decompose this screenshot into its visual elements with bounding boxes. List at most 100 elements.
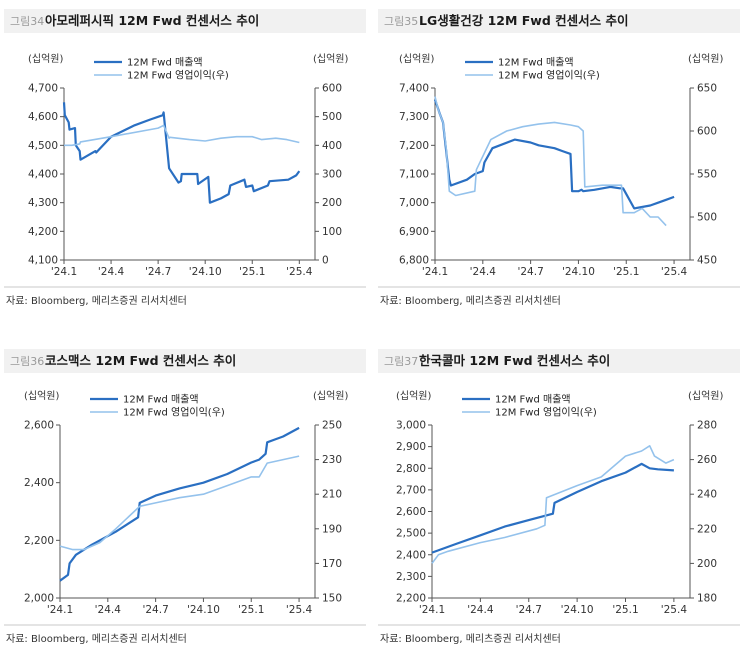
right-tick-label: 200 [322, 197, 342, 209]
left-tick-label: 2,500 [396, 528, 426, 540]
left-tick-label: 2,800 [396, 463, 426, 475]
left-tick-label: 7,200 [399, 140, 429, 152]
left-tick-label: 6,800 [399, 255, 429, 267]
x-tick-label: '25.1 [612, 604, 638, 616]
title-bar [378, 9, 740, 33]
right-tick-label: 200 [697, 558, 717, 570]
right-tick-label: 100 [322, 226, 342, 238]
left-tick-label: 2,900 [396, 441, 426, 453]
series-line-operating-profit [431, 444, 675, 564]
figure-label: 그림35 [384, 15, 418, 28]
left-tick-label: 3,000 [396, 420, 426, 432]
left-tick-label: 4,300 [28, 197, 58, 209]
right-axis-unit: (십억원) [313, 53, 349, 65]
right-tick-label: 220 [697, 523, 717, 535]
x-tick-label: '25.4 [286, 266, 313, 278]
x-tick-label: '24.1 [47, 604, 73, 616]
title-bar [4, 9, 366, 33]
left-tick-label: 4,400 [28, 169, 58, 181]
left-tick-label: 2,700 [396, 484, 426, 496]
series-line-revenue [62, 102, 301, 204]
left-tick-label: 7,000 [399, 197, 429, 209]
figure-label: 그림34 [10, 15, 44, 28]
right-tick-label: 300 [322, 169, 342, 181]
right-tick-label: 260 [697, 454, 717, 466]
right-tick-label: 600 [322, 83, 342, 95]
right-tick-label: 250 [322, 420, 342, 432]
left-axis-unit: (십억원) [396, 390, 432, 402]
left-axis-unit: (십억원) [24, 390, 60, 402]
left-tick-label: 4,700 [28, 83, 58, 95]
chart-title: 한국콜마 12M Fwd 컨센서스 추이 [419, 353, 610, 368]
x-tick-label: '24.4 [470, 266, 497, 278]
right-tick-label: 550 [697, 169, 717, 181]
series-line-revenue [431, 462, 674, 554]
x-tick-label: '25.1 [613, 266, 639, 278]
x-tick-label: '24.4 [98, 266, 125, 278]
x-tick-label: '24.1 [422, 266, 448, 278]
x-tick-label: '25.4 [661, 266, 688, 278]
chart-panel-4: 그림37 한국콜마 12M Fwd 컨센서스 추이 (십억원) (십억원) 3,000 2… [378, 349, 740, 645]
x-tick-label: '25.1 [238, 604, 264, 616]
left-tick-label: 4,200 [28, 226, 58, 238]
right-axis-unit: (십억원) [688, 390, 724, 402]
legend-label: 12M Fwd 매출액 [498, 57, 574, 69]
left-tick-label: 2,600 [24, 420, 54, 432]
source-note: 자료: Bloomberg, 메리츠증권 리서치센터 [380, 295, 561, 307]
x-tick-label: '25.4 [286, 604, 313, 616]
legend-label: 12M Fwd 영업이익(우) [495, 406, 597, 419]
chart-panel-3: 그림36 코스맥스 12M Fwd 컨센서스 추이 (십억원) (십억원) 2,600 2… [4, 349, 366, 645]
x-tick-label: '24.7 [142, 604, 168, 616]
source-note: 자료: Bloomberg, 메리츠증권 리서치센터 [380, 633, 561, 645]
x-tick-label: '24.4 [467, 604, 494, 616]
right-tick-label: 230 [322, 454, 342, 466]
x-tick-label: '24.10 [187, 604, 220, 616]
series-line-operating-profit [434, 96, 667, 227]
left-tick-label: 4,500 [28, 140, 58, 152]
left-tick-label: 2,400 [24, 477, 54, 489]
right-tick-label: 240 [697, 489, 717, 501]
legend-label: 12M Fwd 영업이익(우) [123, 406, 225, 419]
left-tick-label: 4,100 [28, 255, 58, 267]
legend-label: 12M Fwd 매출액 [495, 394, 571, 406]
left-tick-label: 7,300 [399, 111, 429, 123]
left-tick-label: 2,000 [24, 593, 54, 605]
x-tick-label: '25.1 [239, 266, 265, 278]
x-tick-label: '24.1 [51, 266, 77, 278]
legend-label: 12M Fwd 영업이익(우) [498, 69, 600, 82]
left-tick-label: 7,400 [399, 83, 429, 95]
right-tick-label: 600 [697, 126, 717, 138]
left-axis-unit: (십억원) [28, 53, 64, 65]
right-axis-unit: (십억원) [313, 390, 349, 402]
legend-label: 12M Fwd 매출액 [123, 394, 199, 406]
left-tick-label: 2,200 [396, 593, 426, 605]
x-tick-label: '24.7 [517, 266, 543, 278]
right-tick-label: 500 [322, 111, 342, 123]
x-tick-label: '24.10 [189, 266, 222, 278]
series-line-operating-profit [59, 455, 300, 551]
chart-title: 아모레퍼시픽 12M Fwd 컨센서스 추이 [45, 13, 259, 28]
right-tick-label: 400 [322, 140, 342, 152]
title-bar [378, 349, 740, 373]
legend-label: 12M Fwd 매출액 [127, 57, 203, 69]
source-note: 자료: Bloomberg, 메리츠증권 리서치센터 [6, 295, 187, 307]
source-note: 자료: Bloomberg, 메리츠증권 리서치센터 [6, 633, 187, 645]
x-tick-label: '24.4 [95, 604, 122, 616]
chart-title: 코스맥스 12M Fwd 컨센서스 추이 [45, 353, 236, 368]
left-tick-label: 7,100 [399, 169, 429, 181]
x-tick-label: '24.1 [419, 604, 445, 616]
right-tick-label: 210 [322, 489, 342, 501]
title-bar [4, 349, 366, 373]
left-axis-unit: (십억원) [399, 53, 435, 65]
right-tick-label: 450 [697, 255, 717, 267]
chart-panel-1: 그림34 아모레퍼시픽 12M Fwd 컨센서스 추이 (십억원) (십억원) 4,70… [4, 9, 366, 307]
figure-label: 그림36 [10, 355, 44, 368]
series-line-revenue [433, 99, 675, 210]
right-tick-label: 650 [697, 83, 717, 95]
x-tick-label: '24.7 [516, 604, 542, 616]
series-line-operating-profit [64, 124, 300, 147]
right-tick-label: 500 [697, 212, 717, 224]
right-tick-label: 0 [322, 255, 329, 267]
legend-label: 12M Fwd 영업이익(우) [127, 69, 229, 82]
series-line-revenue [59, 426, 300, 582]
